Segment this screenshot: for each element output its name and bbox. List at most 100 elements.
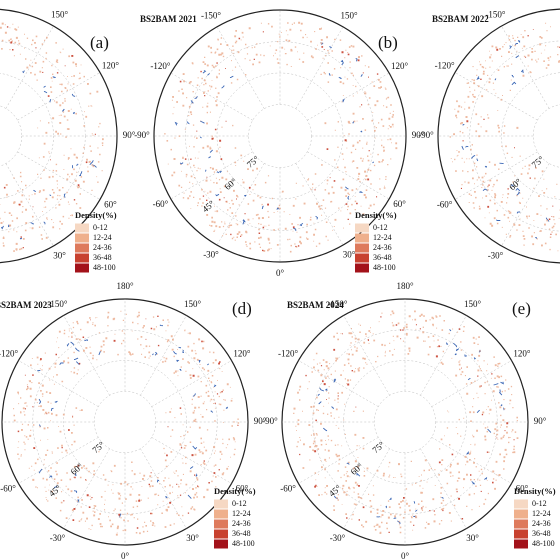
longitude-label: 30°: [343, 250, 356, 260]
longitude-label: -150°: [327, 299, 347, 309]
longitude-label: -30°: [203, 250, 219, 260]
panel-letter: (a): [90, 33, 109, 52]
legend-label: 36-48: [232, 529, 251, 538]
legend-title: Density(%): [75, 210, 117, 220]
longitude-label: 60°: [393, 199, 406, 209]
map-panel: [281, 298, 529, 546]
meridian: [343, 448, 390, 529]
legend-swatch: [355, 223, 369, 233]
longitude-label: -30°: [50, 533, 66, 543]
longitude-label: -120°: [278, 349, 298, 359]
longitude-label: 150°: [184, 299, 202, 309]
legend-swatch: [355, 263, 369, 273]
longitude-label: -120°: [435, 61, 455, 71]
meridian: [18, 437, 99, 484]
panel-letter: (d): [232, 299, 252, 318]
legend-swatch: [355, 243, 369, 253]
longitude-label: 120°: [102, 61, 120, 71]
map-panel: [1, 298, 249, 546]
meridian: [18, 360, 99, 407]
longitude-label: 150°: [51, 10, 69, 20]
legend-swatch: [514, 519, 528, 529]
longitude-label: 150°: [340, 11, 358, 21]
longitude-label: -60°: [280, 484, 296, 494]
legend-label: 24-36: [93, 243, 112, 252]
longitude-label: 180°: [116, 281, 134, 291]
legend-swatch: [214, 499, 228, 509]
longitude-label: 30°: [53, 250, 66, 260]
longitude-label: -90°: [418, 130, 434, 140]
panel-title: BS2BAM 2021: [140, 14, 197, 24]
graticule: [185, 41, 375, 231]
legend-swatch: [75, 263, 89, 273]
panel-title: BS2BAM 2023: [0, 300, 52, 310]
meridian: [63, 448, 110, 529]
legend-label: 12-24: [232, 509, 251, 518]
longitude-label: 90°: [412, 130, 425, 140]
legend-label: 36-48: [532, 529, 551, 538]
longitude-label: 90°: [254, 416, 267, 426]
meridian: [431, 360, 512, 407]
longitude-label: -60°: [0, 484, 16, 494]
meridian: [140, 315, 187, 396]
longitude-label: 180°: [271, 0, 289, 2]
graticule: [0, 41, 86, 231]
legend-label: 0-12: [93, 223, 108, 232]
density-speckles: [13, 310, 240, 536]
legend-swatch: [514, 499, 528, 509]
legend-label: 0-12: [532, 499, 547, 508]
graticule: [343, 360, 467, 484]
meridian: [431, 437, 512, 484]
legend-label: 0-12: [232, 499, 247, 508]
longitude-label: 120°: [233, 349, 251, 359]
legend-swatch: [214, 519, 228, 529]
longitude-label: 30°: [466, 533, 479, 543]
map-border: [153, 9, 407, 263]
longitude-label: 0°: [121, 551, 130, 560]
longitude-label: 60°: [104, 200, 117, 210]
map-panel: [153, 9, 407, 263]
longitude-label: 30°: [186, 533, 199, 543]
longitude-label: 0°: [401, 551, 410, 560]
map-panel: [0, 8, 118, 264]
legend-swatch: [214, 509, 228, 519]
land-outline: [174, 42, 375, 231]
legend-label: 24-36: [373, 243, 392, 252]
legend-title: Density(%): [514, 486, 556, 496]
land-outline: [317, 329, 505, 525]
legend-swatch: [75, 233, 89, 243]
longitude-label: -150°: [47, 299, 67, 309]
meridian: [420, 448, 467, 529]
graticule: [216, 72, 344, 200]
legend-label: 12-24: [373, 233, 392, 242]
longitude-label: -90°: [262, 416, 278, 426]
legend-swatch: [214, 529, 228, 539]
legend-swatch: [514, 509, 528, 519]
legend-label: 48-100: [532, 539, 555, 548]
longitude-label: 0°: [276, 268, 285, 278]
density-speckles: [179, 31, 379, 252]
longitude-label: 60°: [236, 484, 249, 494]
legend-label: 24-36: [532, 519, 551, 528]
map-border: [1, 298, 249, 546]
longitude-label: 120°: [513, 349, 531, 359]
legend-swatch: [355, 253, 369, 263]
longitude-label: 90°: [123, 130, 136, 140]
legend-label: 48-100: [373, 263, 396, 272]
longitude-label: -60°: [437, 200, 453, 210]
legend-swatch: [75, 253, 89, 263]
legend-swatch: [514, 529, 528, 539]
longitude-label: 90°: [534, 416, 547, 426]
legend-label: 48-100: [232, 539, 255, 548]
legend-swatch: [514, 539, 528, 549]
map-panel: [437, 8, 560, 264]
legend-label: 0-12: [373, 223, 388, 232]
panel-title: BS2BAM 2024: [287, 300, 344, 310]
legend-swatch: [75, 223, 89, 233]
legend-title: Density(%): [214, 486, 256, 496]
legend-label: 12-24: [93, 233, 112, 242]
land-outline: [1, 70, 97, 240]
longitude-label: -30°: [488, 250, 504, 260]
longitude-label: -120°: [150, 61, 170, 71]
